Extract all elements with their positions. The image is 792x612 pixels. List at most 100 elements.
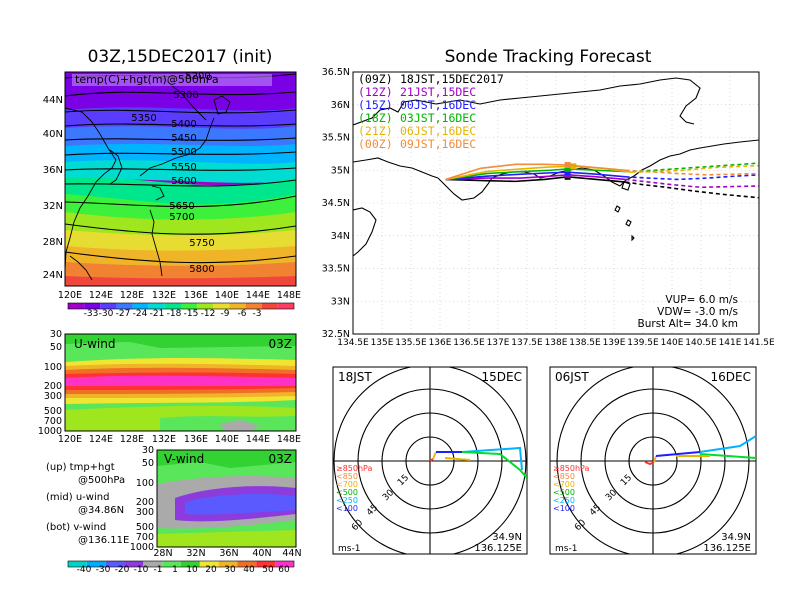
lat-tick-label: 28N	[153, 548, 172, 559]
colorbar-swatch	[245, 303, 262, 309]
colorbar-label: -30	[96, 565, 111, 575]
colorbar-label: -30	[99, 309, 114, 319]
contour-label: 5550	[171, 162, 196, 173]
pressure-legend-item: <100	[336, 504, 358, 513]
lat-tick-label: 28N	[43, 237, 63, 248]
pressure-legend-item: <500	[553, 488, 575, 497]
u-lon-labels: 120E 124E 128E 132E 136E 140E 144E 148E	[58, 434, 301, 445]
y-tick-label: 34N	[331, 231, 350, 242]
x-tick-label: 140.5E	[685, 338, 717, 348]
y-tick-label: 35N	[331, 165, 350, 176]
colorbar-swatch	[143, 561, 163, 567]
pressure-tick-label: 700	[136, 532, 154, 543]
track-series-descent	[625, 169, 759, 176]
ring-label: 45	[365, 503, 380, 518]
lon-tick-label: 132E	[152, 434, 176, 445]
colorbar-label: 1	[172, 565, 178, 575]
x-tick-label: 136E	[429, 338, 452, 348]
temp-colorbar-labels: -33 -30 -27 -24 -21 -18 -15 -12 -9 -6 -3	[84, 309, 262, 319]
colorbar-swatch	[199, 561, 219, 567]
lat-tick-label: 40N	[43, 129, 63, 140]
colorbar-label: -12	[201, 309, 216, 319]
pressure-tick-label: 1000	[130, 542, 154, 553]
contour-label: 5450	[171, 133, 196, 144]
colorbar-label: -40	[77, 565, 92, 575]
param-vup: VUP= 6.0 m/s	[665, 294, 738, 306]
x-tick-label: 139.5E	[627, 338, 659, 348]
lat-tick-label: 44N	[43, 95, 63, 106]
lon-tick-label: 140E	[215, 290, 239, 301]
legend-jst: 06JST,16DEC	[400, 124, 476, 138]
contour-label: 5300	[173, 90, 198, 101]
note-sub: @500hPa	[78, 475, 125, 486]
colorbar-swatch	[197, 303, 214, 309]
ring-label: 45	[588, 503, 603, 518]
legend-utc: (21Z)	[358, 124, 393, 138]
track-series-descent	[625, 162, 759, 173]
u-wind-time: 03Z	[269, 337, 293, 351]
u-wind-label: U-wind	[74, 337, 115, 351]
lon-tick-label: 148E	[277, 434, 301, 445]
note-head: (mid) u-wind	[46, 492, 109, 503]
polar-time: 06JST	[555, 370, 589, 384]
colorbar-outline	[67, 560, 295, 568]
colorbar-swatch	[68, 303, 85, 309]
lon-tick-label: 120E	[58, 434, 82, 445]
polar-date: 15DEC	[482, 370, 522, 384]
note-sub: @136.11E	[78, 535, 129, 546]
wind-colorbar-labels: -40 -30 -20 -10 -1 1 10 20 30 40 50 60	[77, 565, 290, 575]
colorbar-swatch	[86, 561, 106, 567]
polar-lat: 34.9N	[721, 532, 751, 543]
contour-label: 5750	[189, 238, 214, 249]
legend-utc: (12Z)	[358, 85, 393, 99]
pressure-tick-label: 100	[44, 362, 62, 373]
lat-tick-label: 44N	[282, 548, 301, 559]
track-title: Sonde Tracking Forecast	[445, 47, 652, 67]
track-background	[353, 72, 759, 334]
v-wind-heatmap	[157, 450, 296, 547]
x-tick-label: 139E	[603, 338, 626, 348]
pressure-legend-item: <100	[553, 504, 575, 513]
colorbar-swatch	[275, 561, 294, 567]
y-tick-label: 36.5N	[322, 67, 350, 78]
x-tick-label: 136.5E	[453, 338, 485, 348]
colorbar-label: -27	[116, 309, 131, 319]
v-wind-frame	[156, 449, 297, 548]
x-tick-label: 138E	[545, 338, 568, 348]
legend-jst: 21JST,15DEC	[400, 85, 476, 99]
ring-label: 60	[350, 518, 365, 533]
pressure-tick-label: 200	[44, 381, 62, 392]
ring-label: 30	[604, 488, 619, 503]
pressure-tick-label: 300	[44, 391, 62, 402]
lat-tick-label: 32N	[43, 201, 63, 212]
contour-label: 5800	[189, 264, 214, 275]
hodograph-line	[653, 455, 657, 463]
track-series-descent	[631, 164, 759, 174]
colorbar-label: 60	[278, 565, 290, 575]
map-overlay-label: temp(C)+hgt(m)@500hPa	[75, 73, 219, 86]
lon-tick-label: 144E	[246, 290, 270, 301]
x-tick-label: 140E	[661, 338, 684, 348]
contour-labels: 5200 5300 5350 5400 5450 5500 5550 5600 …	[131, 71, 214, 275]
legend-jst: 00JST,16DEC	[400, 98, 476, 112]
track-series-line	[445, 174, 626, 181]
v-lat-labels: 28N 32N 36N 40N 44N	[153, 548, 301, 559]
pressure-legend-item: <250	[553, 496, 575, 505]
x-tick-label: 138.5E	[569, 338, 601, 348]
contour-label: 5650	[169, 201, 194, 212]
track-series-descent	[625, 174, 759, 181]
temp-colorbar	[67, 302, 295, 310]
y-tick-label: 33N	[331, 296, 350, 307]
polar-date: 16DEC	[711, 370, 751, 384]
x-tick-label: 135E	[371, 338, 394, 348]
track-frame	[352, 71, 760, 335]
polar-panel-left: 15 30 45 60 18JST 15DEC 34.9N 136.125E m…	[332, 366, 528, 555]
colorbar-label: -1	[154, 565, 163, 575]
x-tick-label: 135.5E	[395, 338, 427, 348]
pressure-legend-item: <850	[336, 472, 358, 481]
colorbar-swatch	[213, 303, 230, 309]
polar-lon: 136.125E	[703, 543, 751, 554]
pressure-tick-label: 50	[50, 342, 62, 353]
legend-jst: 03JST,16DEC	[400, 111, 476, 125]
